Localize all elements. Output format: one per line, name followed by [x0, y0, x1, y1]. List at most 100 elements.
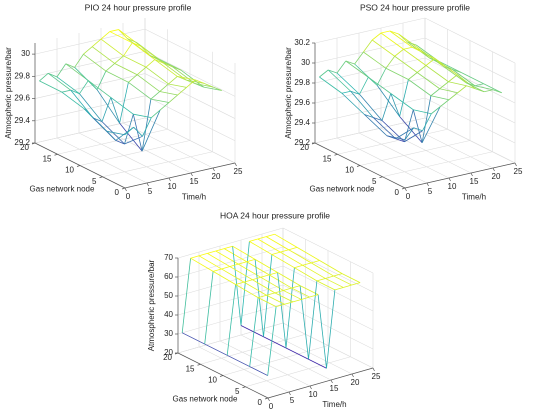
grid-line	[359, 140, 471, 166]
mesh-segment	[141, 99, 152, 152]
mesh-segment	[350, 90, 374, 118]
mesh-segment	[168, 83, 187, 88]
z-tick-label: 29.4	[14, 116, 30, 125]
mesh-segment	[302, 264, 326, 279]
mesh-segment	[333, 273, 343, 277]
mesh-segment	[434, 58, 458, 76]
mesh-segment	[457, 85, 467, 94]
x-tick-label: 25	[234, 167, 243, 176]
grid-line	[382, 151, 493, 178]
mesh-segment	[151, 109, 161, 118]
mesh-segment	[168, 76, 178, 85]
x-tick-label: 25	[514, 167, 523, 176]
mesh-segment	[106, 130, 125, 136]
mesh-segment	[421, 106, 441, 143]
grid-line	[102, 151, 213, 178]
mesh-segment	[336, 72, 360, 95]
x-tick-label: 5	[290, 396, 295, 405]
mesh-segment	[385, 67, 409, 80]
mesh-segment	[56, 76, 80, 95]
y-axis-label: Gas network node	[173, 395, 238, 404]
tick-mark	[379, 176, 383, 179]
mesh-segment	[91, 46, 115, 64]
tick-mark	[234, 162, 237, 167]
x-tick-label: 25	[372, 372, 381, 381]
mesh-segment	[235, 281, 245, 285]
grid-line	[34, 51, 146, 77]
mesh-segment	[301, 296, 310, 300]
tick-mark	[426, 182, 429, 187]
mesh-segment	[203, 86, 222, 91]
mesh-segment	[317, 294, 327, 369]
tick-mark	[197, 363, 201, 366]
tick-mark	[448, 177, 451, 182]
axis-line	[124, 162, 236, 189]
grid-line	[177, 227, 284, 259]
mesh-segment	[483, 83, 502, 94]
x-tick-label: 5	[148, 187, 153, 196]
tick-mark	[124, 187, 127, 192]
grid-line	[314, 97, 426, 124]
mesh-segment	[154, 59, 164, 64]
mesh-segment	[207, 253, 231, 267]
mesh-segment	[448, 92, 458, 101]
mesh-segment	[223, 248, 247, 263]
x-tick-label: 10	[168, 182, 177, 191]
mesh-segment	[283, 287, 292, 291]
axis-line	[404, 162, 516, 189]
mesh-segment	[100, 38, 124, 57]
y-tick-label: 10	[345, 166, 354, 175]
x-tick-label: 10	[448, 182, 457, 191]
mesh-segment	[341, 90, 351, 94]
y-tick-label: 20	[20, 143, 29, 152]
mesh-segment	[91, 38, 102, 47]
mesh-segment	[235, 284, 259, 298]
z-tick-label: 40	[164, 310, 173, 319]
mesh-segment	[371, 32, 382, 41]
x-axis-label: Time/h	[322, 400, 346, 409]
mesh-segment	[288, 249, 312, 264]
mesh-segment	[266, 292, 276, 296]
mesh-segment	[395, 127, 414, 140]
mesh-segment	[159, 91, 178, 96]
z-tick-label: 29.4	[294, 118, 310, 127]
mesh-segment	[249, 238, 258, 242]
tick-mark	[54, 153, 58, 156]
x-tick-label: 0	[126, 192, 131, 201]
mesh-segment	[268, 274, 292, 289]
mesh-segment	[79, 80, 89, 94]
tick-mark	[470, 172, 473, 177]
y-axis-label: Gas network node	[310, 185, 375, 194]
tick-mark	[121, 187, 126, 190]
x-tick-label: 20	[351, 378, 360, 387]
mesh-segment	[310, 262, 334, 277]
mesh-segment	[246, 258, 256, 263]
z-axis-label: Atmospheric pressure/bar	[284, 47, 293, 139]
tick-mark	[264, 397, 269, 400]
mesh-segment	[39, 73, 49, 82]
mesh-segment	[319, 260, 343, 274]
grid-line	[200, 333, 306, 365]
mesh-segment	[128, 74, 138, 83]
y-tick-label: 5	[372, 177, 377, 186]
mesh-segment	[439, 81, 449, 90]
mesh-segment	[421, 95, 432, 143]
mesh-segment	[381, 120, 405, 143]
tick-mark	[168, 177, 171, 182]
tick-mark	[334, 153, 338, 156]
mesh-segment	[65, 63, 75, 68]
grid-line	[177, 284, 284, 316]
grid-line	[34, 28, 146, 55]
z-tick-label: 50	[164, 291, 173, 300]
mesh-segment	[390, 93, 414, 111]
mesh-segment	[416, 72, 440, 90]
mesh-segment	[127, 38, 137, 43]
mesh-segment	[101, 97, 112, 122]
y-axis-label: Gas network node	[30, 185, 95, 194]
mesh-segment	[93, 117, 103, 122]
mesh-segment	[274, 290, 284, 294]
mesh-segment	[345, 60, 355, 65]
mesh-segment	[182, 332, 205, 345]
mesh-segment	[177, 87, 187, 96]
mesh-segment	[132, 42, 156, 60]
